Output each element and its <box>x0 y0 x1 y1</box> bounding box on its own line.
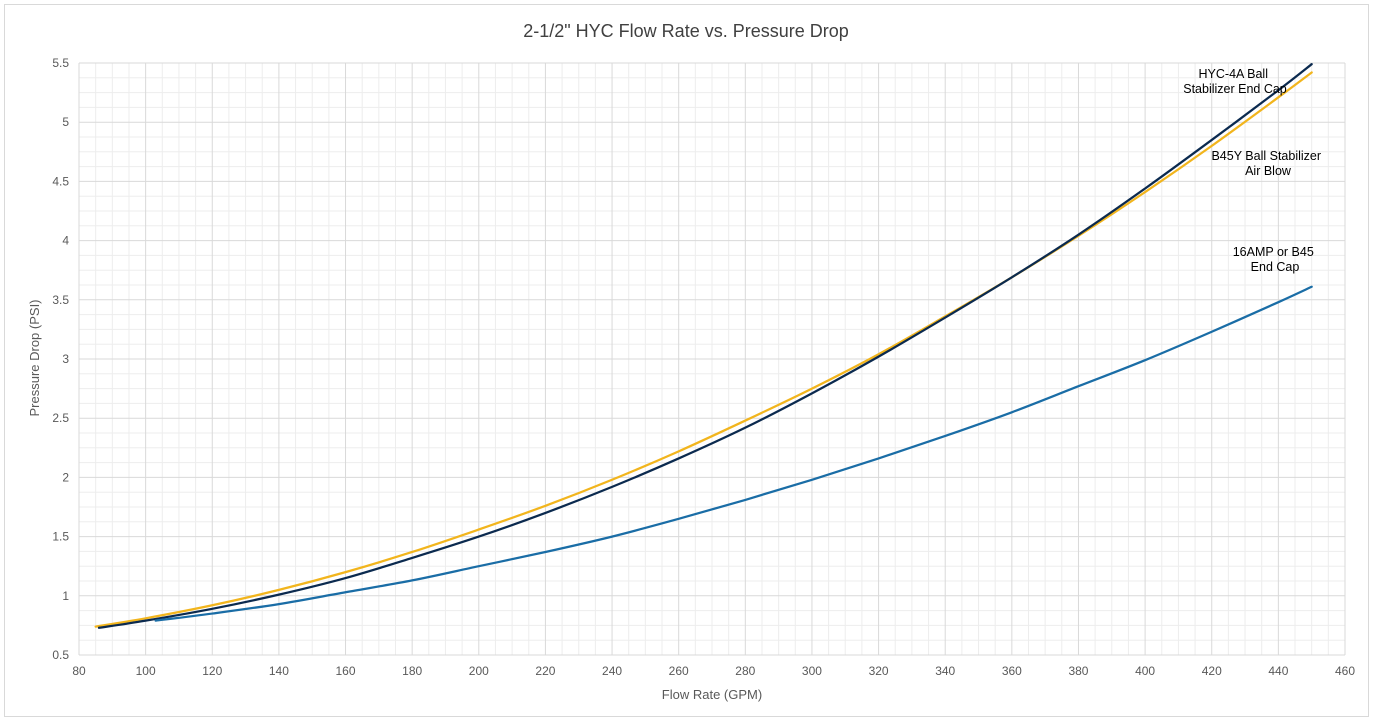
y-tick-label: 0.5 <box>52 648 69 662</box>
y-tick-label: 3.5 <box>52 293 69 307</box>
series-line-16amp <box>154 285 1313 622</box>
x-tick-label: 240 <box>602 664 622 678</box>
y-tick-label: 4 <box>62 234 69 248</box>
x-tick-label: 120 <box>202 664 222 678</box>
x-tick-label: 340 <box>935 664 955 678</box>
x-tick-label: 180 <box>402 664 422 678</box>
major-gridlines <box>78 62 1346 656</box>
y-tick-label: 5 <box>62 115 69 129</box>
y-tick-label: 2.5 <box>52 411 69 425</box>
x-tick-label: 80 <box>72 664 86 678</box>
x-tick-label: 220 <box>535 664 555 678</box>
x-axis-title: Flow Rate (GPM) <box>662 687 762 702</box>
chart-title: 2-1/2" HYC Flow Rate vs. Pressure Drop <box>523 21 849 41</box>
y-axis-title: Pressure Drop (PSI) <box>27 299 42 416</box>
annotation-16amp: 16AMP or B45 End Cap <box>1233 245 1318 274</box>
y-tick-label: 4.5 <box>52 174 69 188</box>
y-tick-label: 1 <box>62 589 69 603</box>
x-tick-label: 360 <box>1002 664 1022 678</box>
x-tick-label: 300 <box>802 664 822 678</box>
x-tick-label: 140 <box>269 664 289 678</box>
y-tick-label: 1.5 <box>52 530 69 544</box>
x-tick-label: 400 <box>1135 664 1155 678</box>
y-tick-label: 5.5 <box>52 56 69 70</box>
x-tick-label: 420 <box>1202 664 1222 678</box>
y-tick-label: 3 <box>62 352 69 366</box>
x-tick-label: 100 <box>136 664 156 678</box>
x-tick-label: 380 <box>1068 664 1088 678</box>
x-tick-labels: 80 100 120 140 160 180 200 220 240 260 280 300 320 34… <box>72 664 1355 678</box>
annotation-hyc4a: HYC-4A Ball Stabilizer End Cap <box>1183 67 1287 96</box>
x-tick-label: 280 <box>735 664 755 678</box>
y-tick-labels: 0.5 1 1.5 2 2.5 3 3.5 4 4.5 5 5.5 <box>52 56 69 662</box>
series-layer <box>94 63 1313 629</box>
x-tick-label: 260 <box>669 664 689 678</box>
x-tick-label: 460 <box>1335 664 1355 678</box>
series-line-hyc4a <box>97 63 1313 629</box>
x-tick-label: 440 <box>1268 664 1288 678</box>
series-line-b45y <box>94 71 1313 628</box>
annotation-b45y: B45Y Ball Stabilizer Air Blow <box>1211 149 1324 178</box>
x-tick-label: 320 <box>869 664 889 678</box>
y-tick-label: 2 <box>62 470 69 484</box>
x-tick-label: 160 <box>336 664 356 678</box>
x-tick-label: 200 <box>469 664 489 678</box>
